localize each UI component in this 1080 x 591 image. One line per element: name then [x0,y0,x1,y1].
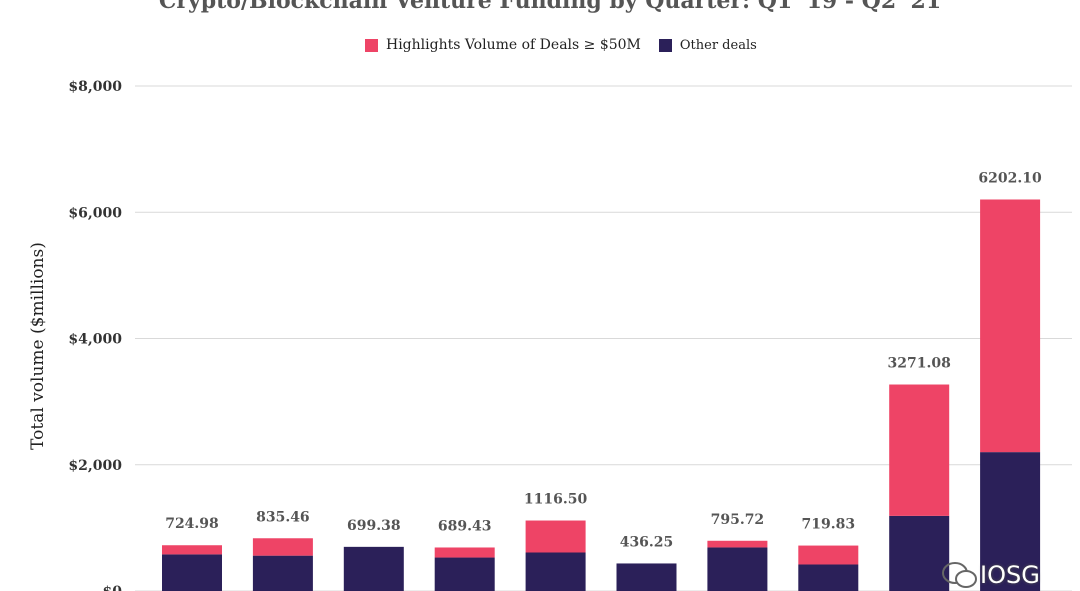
bar-highlights [707,540,768,548]
data-label: 6202.10 [978,170,1042,186]
bar-highlights [798,545,859,565]
y-axis-label: Total volume ($millions) [28,242,48,450]
bar-highlights [434,547,495,558]
y-tick-label: $2,000 [68,458,122,474]
bar-other-deals [252,555,313,591]
bar-other-deals [707,547,768,591]
bar-other-deals [616,563,677,591]
bar-highlights [525,520,586,553]
legend: Highlights Volume of Deals ≥ $50M Other … [365,37,775,53]
bar-other-deals [889,515,950,591]
bar-other-deals [980,452,1041,591]
watermark-text: IOSG [980,561,1040,589]
bar-other-deals [162,554,222,591]
y-tick-label: $0 [103,584,123,591]
bar-other-deals [343,546,404,591]
watermark: IOSG [940,560,1040,590]
bar-highlights [889,384,950,516]
bar-highlights [980,199,1041,453]
y-tick-label: $6,000 [68,205,122,221]
data-label: 719.83 [802,517,856,533]
data-label: 436.25 [620,534,674,550]
data-label: 699.38 [347,518,401,534]
data-label: 689.43 [438,518,492,534]
bar-other-deals [798,564,859,591]
bar-highlights [252,538,313,556]
data-label: 795.72 [711,512,765,528]
wechat-icon [942,562,977,588]
legend-item-highlights: Highlights Volume of Deals ≥ $50M [365,37,641,53]
bar-highlights [162,545,222,555]
bar-other-deals [525,552,586,591]
legend-swatch-other [658,38,672,52]
data-label: 1116.50 [524,492,588,508]
legend-label-highlights: Highlights Volume of Deals ≥ $50M [386,37,641,53]
legend-swatch-highlights [365,38,378,52]
bar-other-deals [434,557,495,591]
y-tick-label: $4,000 [68,332,122,348]
y-tick-label: $8,000 [68,79,122,95]
legend-item-other: Other deals [658,37,757,53]
chart-title: Crypto/Blockchain Venture Funding by Qua… [158,0,942,14]
legend-label-other: Other deals [679,37,757,53]
data-label: 3271.08 [888,356,951,372]
data-label: 835.46 [256,509,310,525]
data-label: 724.98 [165,516,219,532]
